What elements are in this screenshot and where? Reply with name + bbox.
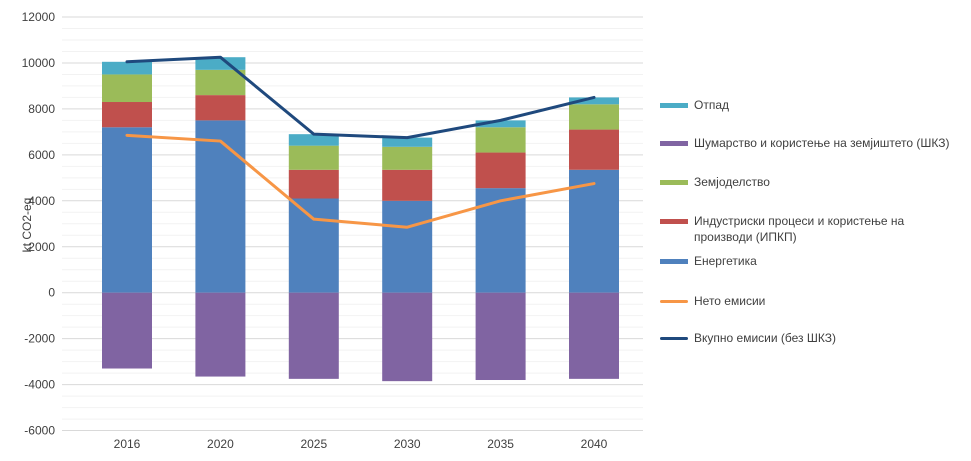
legend-item-vkupno-emisii: Вкупно емисии (без ШКЗ) — [660, 330, 960, 346]
legend-label: Нето емисии — [694, 294, 766, 308]
legend-label: Енергетика — [694, 254, 757, 268]
bar-ipkp-2016 — [102, 102, 152, 128]
vkupno-emisii-line-swatch — [660, 337, 688, 340]
legend-item-energetika: Енергетика — [660, 253, 960, 269]
bar-otpad-2016 — [102, 61, 152, 75]
bar-otpad-2035 — [475, 120, 526, 128]
bar-ipkp-2025 — [288, 169, 339, 199]
bar-energetika-2025 — [288, 198, 339, 293]
y-tick-label: -2000 — [24, 332, 55, 346]
y-tick-label: 8000 — [28, 102, 55, 116]
x-tick-label: 2016 — [114, 437, 141, 451]
shkz-swatch — [660, 141, 688, 146]
y-tick-label: -4000 — [24, 378, 55, 392]
x-tick-label: 2035 — [487, 437, 514, 451]
bar-otpad-2025 — [288, 134, 339, 146]
energetika-swatch — [660, 259, 688, 264]
x-tick-label: 2025 — [300, 437, 327, 451]
y-tick-label: 2000 — [28, 240, 55, 254]
y-tick-label: 12000 — [22, 10, 56, 24]
bar-energetika-2035 — [475, 188, 526, 293]
y-tick-label: 10000 — [22, 56, 56, 70]
x-tick-label: 2040 — [581, 437, 608, 451]
legend-item-shkz: Шумарство и користење на земјиштето (ШКЗ… — [660, 135, 960, 151]
bar-ipkp-2020 — [195, 95, 246, 121]
bar-shkz-2020 — [195, 292, 246, 377]
bar-energetika-2030 — [382, 200, 433, 293]
legend-label: Индустриски процеси и користење на произ… — [694, 214, 905, 244]
x-tick-label: 2030 — [394, 437, 421, 451]
bar-zemjodelstvo-2040 — [569, 104, 619, 130]
y-axis-title: kt CO2-eq — [20, 197, 34, 253]
bar-shkz-2030 — [382, 292, 433, 382]
bar-zemjodelstvo-2030 — [382, 146, 433, 170]
y-tick-label: -6000 — [24, 424, 55, 438]
bar-ipkp-2040 — [569, 129, 619, 170]
legend-item-ipkp: Индустриски процеси и користење на произ… — [660, 213, 960, 245]
bar-shkz-2040 — [569, 292, 619, 379]
legend-label: Вкупно емисии (без ШКЗ) — [694, 331, 836, 345]
zemjodelstvo-swatch — [660, 180, 688, 185]
legend-item-zemjodelstvo: Земјоделство — [660, 174, 960, 190]
bar-zemjodelstvo-2020 — [195, 69, 246, 96]
legend-label: Шумарство и користење на земјиштето (ШКЗ… — [694, 136, 950, 150]
neto-emisii-line — [125, 133, 596, 229]
bar-ipkp-2035 — [475, 152, 526, 189]
otpad-swatch — [660, 103, 688, 108]
bar-energetika-2016 — [102, 127, 152, 293]
legend-item-neto-emisii: Нето емисии — [660, 293, 960, 309]
neto-emisii-line-swatch — [660, 300, 688, 303]
bar-shkz-2016 — [102, 292, 152, 369]
bar-otpad-2040 — [569, 97, 619, 105]
bar-energetika-2020 — [195, 120, 246, 293]
bar-otpad-2030 — [382, 137, 433, 147]
bar-zemjodelstvo-2035 — [475, 127, 526, 153]
ipkp-swatch — [660, 219, 688, 224]
vkupno-emisii-line — [125, 55, 596, 140]
y-tick-label: 6000 — [28, 148, 55, 162]
legend-label: Отпад — [694, 98, 730, 112]
legend-label: Земјоделство — [694, 175, 770, 189]
bar-energetika-2040 — [569, 169, 619, 293]
bar-zemjodelstvo-2016 — [102, 74, 152, 103]
bar-zemjodelstvo-2025 — [288, 145, 339, 170]
bar-ipkp-2030 — [382, 169, 433, 201]
bar-shkz-2035 — [475, 292, 526, 381]
y-tick-label: 0 — [48, 286, 55, 300]
x-tick-label: 2020 — [207, 437, 234, 451]
bar-shkz-2025 — [288, 292, 339, 379]
legend-item-otpad: Отпад — [660, 97, 960, 113]
y-tick-label: 4000 — [28, 194, 55, 208]
